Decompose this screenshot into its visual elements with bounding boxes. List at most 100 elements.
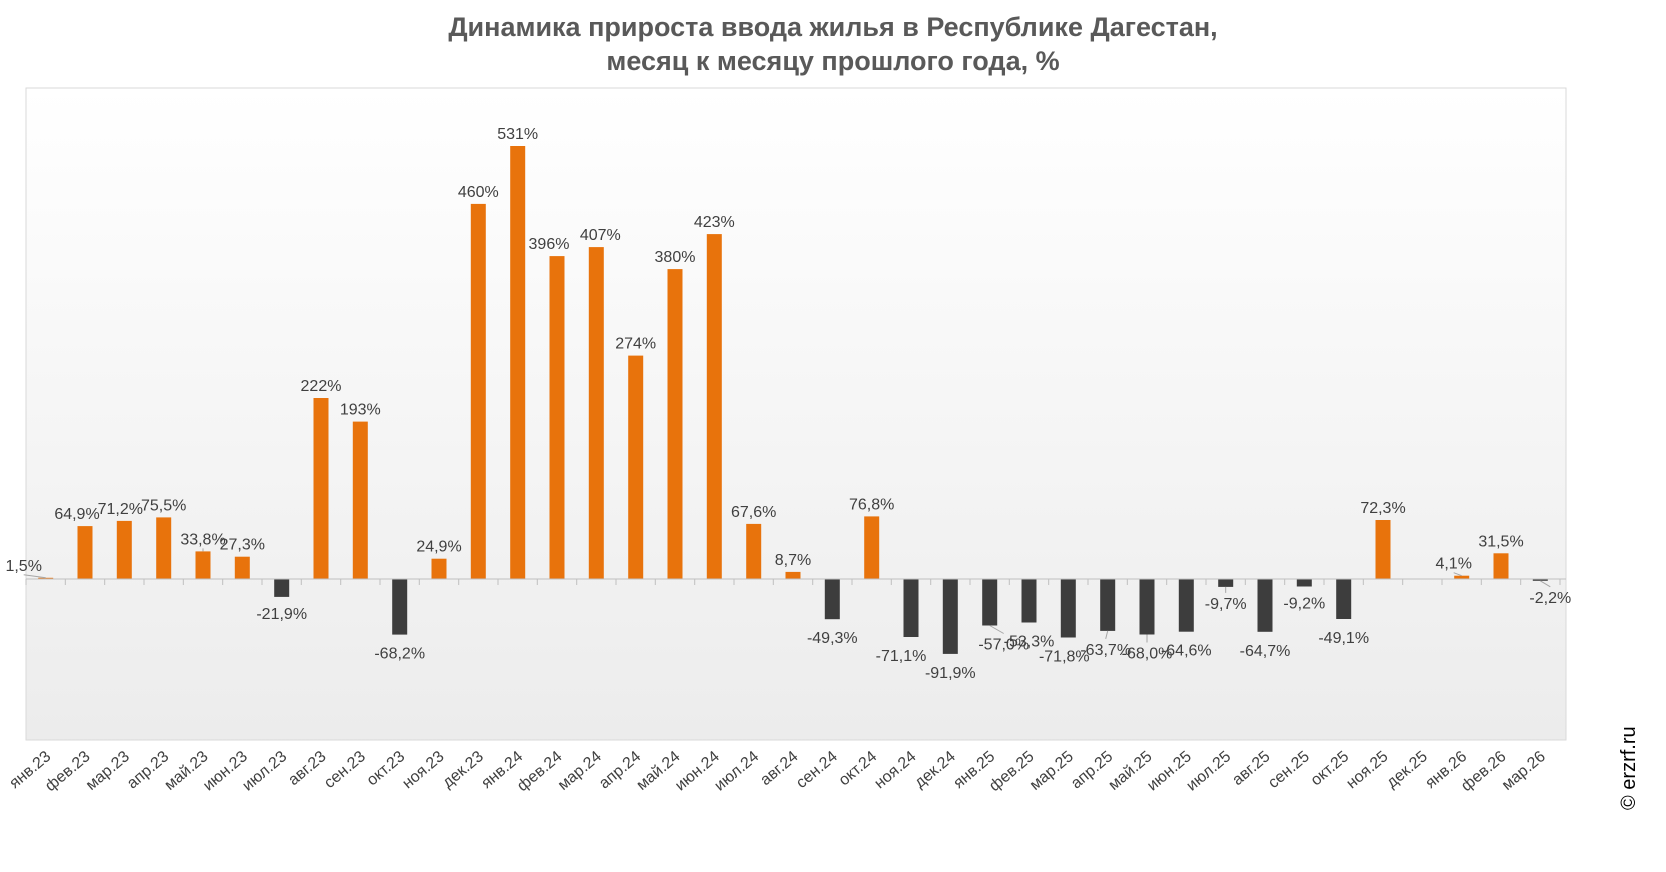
bar-июл.23 [274, 579, 290, 597]
value-label-мар.24: 407% [580, 227, 621, 244]
bar-авг.24 [785, 571, 801, 579]
value-label-ноя.25: 72,3% [1360, 500, 1405, 517]
bar-апр.24 [628, 355, 644, 579]
bar-фев.23 [77, 526, 93, 579]
leader-line-янв.23 [23, 574, 46, 579]
bar-фев.24 [549, 256, 565, 579]
bar-ноя.23 [431, 558, 447, 579]
value-label-июн.23: 27,3% [220, 537, 265, 554]
category-label-мар.23: мар.23 [83, 748, 133, 794]
category-label-сен.23: сен.23 [321, 748, 369, 792]
value-label-дек.24: -91,9% [925, 665, 976, 682]
value-label-апр.23: 75,5% [141, 497, 186, 514]
value-label-июн.24: 423% [694, 214, 735, 231]
bar-авг.23 [313, 398, 329, 579]
category-label-авг.25: авг.25 [1229, 748, 1273, 789]
category-label-фев.25: фев.25 [986, 748, 1037, 795]
value-label-авг.25: -64,7% [1240, 643, 1291, 660]
bar-дек.24 [942, 579, 958, 654]
chart-title-line-2: месяц к месяцу прошлого года, % [606, 46, 1060, 76]
bar-май.25 [1139, 579, 1155, 635]
category-label-мар.26: мар.26 [1499, 748, 1549, 794]
category-label-июл.24: июл.24 [711, 748, 762, 795]
value-label-май.24: 380% [655, 249, 696, 266]
category-label-мар.25: мар.25 [1027, 748, 1077, 794]
bar-ноя.24 [903, 579, 919, 637]
value-label-июл.25: -9,7% [1205, 596, 1247, 613]
bar-окт.25 [1336, 579, 1352, 619]
category-label-авг.24: авг.24 [757, 748, 801, 789]
value-label-окт.24: 76,8% [849, 496, 894, 513]
category-label-ноя.24: ноя.24 [871, 748, 919, 792]
value-label-фев.24: 396% [529, 236, 570, 253]
value-labels-group: 1,5% 64,9%71,2%75,5% 33,8%27,3% -21,9% 222% 1… [5, 126, 1571, 682]
value-label-ноя.23: 24,9% [416, 539, 461, 556]
chart-title-line-1: Динамика прироста ввода жилья в Республи… [448, 12, 1218, 42]
chart-title: Динамика прироста ввода жилья в Республи… [0, 10, 1666, 78]
bar-окт.24 [864, 516, 880, 579]
value-label-май.25: -68,0% [1122, 646, 1173, 663]
value-label-мар.25: -71,8% [1039, 649, 1090, 666]
value-label-июл.24: 67,6% [731, 504, 776, 521]
plot-area [25, 87, 1567, 741]
value-label-дек.23: 460% [458, 184, 499, 201]
bar-апр.23 [156, 517, 172, 579]
bar-июн.24 [706, 234, 722, 579]
category-label-июл.23: июл.23 [239, 748, 290, 795]
bar-июл.24 [746, 523, 762, 579]
value-label-фев.23: 64,9% [54, 506, 99, 523]
category-label-дек.24: дек.24 [912, 748, 959, 792]
value-label-янв.25: -57,0% [978, 637, 1029, 654]
category-label-дек.23: дек.23 [440, 748, 487, 792]
bar-сен.24 [824, 579, 840, 620]
value-label-мар.23: 71,2% [98, 501, 143, 518]
value-label-апр.24: 274% [615, 336, 656, 353]
value-label-мар.26: -2,2% [1529, 590, 1571, 607]
category-labels-group: янв.23фев.23мар.23апр.23май.23июн.23июл.… [6, 748, 1549, 795]
bars-group [38, 146, 1548, 654]
leader-line-янв.25 [989, 625, 1004, 634]
bar-сен.23 [352, 421, 368, 579]
value-label-янв.24: 531% [497, 126, 538, 143]
bar-мар.26 [1532, 579, 1548, 581]
category-label-ноя.25: ноя.25 [1343, 748, 1391, 792]
category-label-ноя.23: ноя.23 [399, 748, 447, 792]
category-label-фев.26: фев.26 [1458, 748, 1509, 795]
bar-янв.23 [38, 577, 54, 579]
value-label-авг.24: 8,7% [775, 552, 811, 569]
leader-line-янв.26 [1453, 572, 1462, 577]
bar-фев.25 [1021, 579, 1037, 623]
bar-окт.23 [392, 579, 408, 635]
leader-line-мар.26 [1540, 580, 1551, 588]
category-label-фев.23: фев.23 [42, 748, 93, 795]
bar-мар.23 [116, 520, 132, 579]
category-label-фев.24: фев.24 [514, 748, 565, 795]
leader-line-апр.25 [1105, 630, 1109, 640]
value-label-фев.26: 31,5% [1478, 533, 1523, 550]
bar-янв.24 [510, 146, 526, 579]
bar-авг.25 [1257, 579, 1273, 632]
value-label-янв.26: 4,1% [1435, 556, 1471, 573]
value-label-янв.23: 1,5% [5, 558, 41, 575]
x-axis [25, 578, 1566, 585]
copyright-text: © erzrf.ru [1618, 726, 1640, 810]
bar-мар.25 [1060, 579, 1076, 638]
bar-дек.23 [470, 203, 486, 579]
value-label-ноя.24: -71,1% [876, 648, 927, 665]
bar-июн.23 [234, 556, 250, 579]
value-label-сен.25: -9,2% [1283, 596, 1325, 613]
bar-июл.25 [1218, 579, 1234, 587]
bar-мар.24 [588, 247, 604, 579]
value-label-сен.23: 193% [340, 402, 381, 419]
value-label-окт.25: -49,1% [1318, 630, 1369, 647]
value-label-сен.24: -49,3% [807, 630, 858, 647]
bar-янв.26 [1454, 575, 1470, 579]
value-label-апр.25: -63,7% [1080, 642, 1131, 659]
category-label-дек.25: дек.25 [1384, 748, 1431, 792]
bar-янв.25 [982, 579, 998, 626]
bar-май.23 [195, 551, 211, 579]
category-label-июл.25: июл.25 [1183, 748, 1234, 795]
bar-май.24 [667, 269, 683, 579]
bar-фев.26 [1493, 553, 1509, 579]
